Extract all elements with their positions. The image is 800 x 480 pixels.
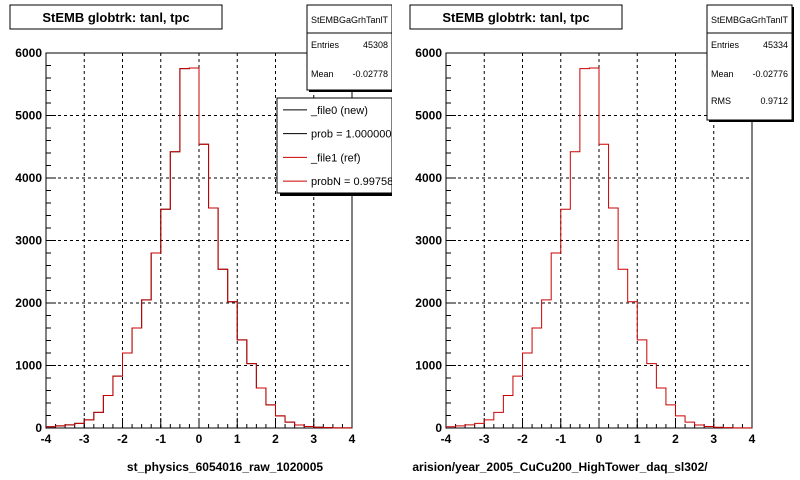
y-tick-label: 0 (35, 421, 42, 435)
y-tick-label: 6000 (15, 46, 42, 60)
x-tick-label: 2 (272, 432, 279, 446)
x-tick-label: 3 (710, 432, 717, 446)
y-tick-label: 5000 (15, 109, 42, 123)
legend-label: prob = 1.000000 (311, 129, 391, 141)
stats-value: 45308 (363, 40, 388, 50)
histogram-series (446, 67, 752, 429)
y-tick-label: 6000 (415, 46, 442, 60)
title-box (409, 4, 623, 30)
x-tick-label: 4 (749, 432, 756, 446)
x-tick-label: 0 (596, 432, 603, 446)
y-tick-label: 1000 (15, 359, 42, 373)
histogram-title: StEMB globtrk: tanl, tpc (42, 10, 189, 25)
y-tick-label: 4000 (15, 171, 42, 185)
y-tick-label: 3000 (15, 234, 42, 248)
y-tick-label: 2000 (415, 296, 442, 310)
legend-label: _file0 (new) (310, 105, 368, 117)
stats-label: Mean (311, 69, 334, 79)
title-box (9, 4, 223, 30)
legend-box (276, 97, 392, 194)
y-tick-label: 4000 (415, 171, 442, 185)
stats-label: RMS (711, 96, 731, 106)
x-tick-label: 4 (349, 432, 356, 446)
stats-name: StEMBGaGrhTanlT (311, 15, 389, 25)
stats-label: Mean (711, 69, 734, 79)
histogram-series (46, 67, 352, 429)
x-tick-label: -3 (479, 432, 490, 446)
x-tick-label: 2 (672, 432, 679, 446)
stats-box (706, 4, 793, 121)
stats-value: -0.02776 (752, 69, 788, 79)
x-tick-label: 3 (310, 432, 317, 446)
stats-value: 45334 (763, 40, 788, 50)
stats-value: -0.02778 (352, 69, 388, 79)
x-tick-label: -1 (555, 432, 566, 446)
stats-label: Entries (311, 40, 340, 50)
histogram-title: StEMB globtrk: tanl, tpc (442, 10, 589, 25)
x-tick-label: -3 (79, 432, 90, 446)
x-tick-label: -2 (517, 432, 528, 446)
stats-box (306, 4, 392, 91)
x-tick-label: -4 (41, 432, 52, 446)
pad-2: -4 -3 -2 -1 0 1 2 3 4 0 1000 2000 3000 4000 5000 6000 St… (409, 4, 794, 474)
y-tick-label: 5000 (415, 109, 442, 123)
x-axis-caption: st_physics_6054016_raw_1020005 (127, 460, 323, 474)
stats-value: 0.9712 (760, 96, 788, 106)
x-tick-label: 1 (634, 432, 641, 446)
x-axis-caption: arision/year_2005_CuCu200_HighTower_daq_… (412, 460, 708, 474)
y-tick-label: 2000 (15, 296, 42, 310)
legend-label: _file1 (ref) (310, 152, 361, 164)
x-tick-label: 1 (234, 432, 241, 446)
y-tick-label: 0 (435, 421, 442, 435)
pad-1: -4 -3 -2 -1 0 1 2 3 4 0 1000 2000 3000 4000 5000 6000 St… (9, 4, 399, 474)
x-tick-label: -2 (117, 432, 128, 446)
stats-name: StEMBGaGrhTanlT (711, 15, 789, 25)
y-tick-label: 1000 (415, 359, 442, 373)
legend-label: probN = 0.997584 (311, 176, 399, 188)
x-tick-label: -4 (441, 432, 452, 446)
y-tick-label: 3000 (415, 234, 442, 248)
x-tick-label: 0 (196, 432, 203, 446)
stats-label: Entries (711, 40, 740, 50)
x-tick-label: -1 (155, 432, 166, 446)
